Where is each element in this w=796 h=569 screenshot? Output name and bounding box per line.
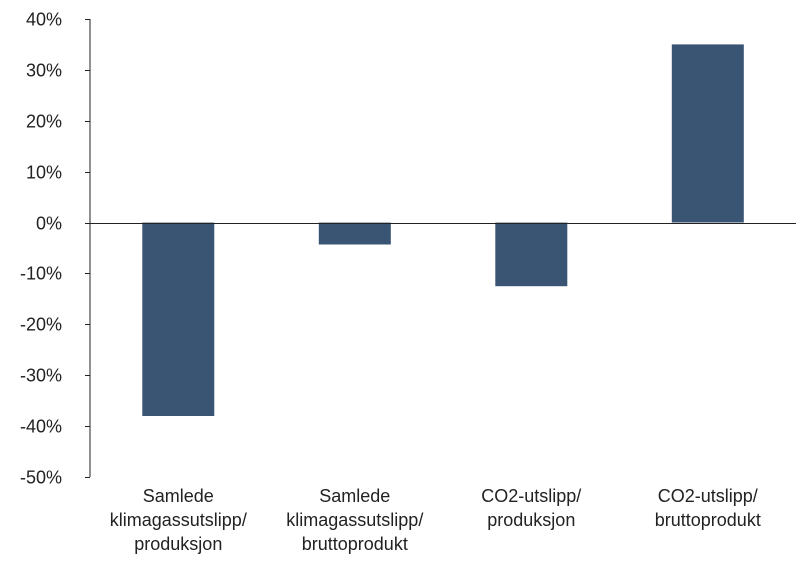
y-tick-label: -40% (20, 417, 62, 437)
bar (318, 222, 391, 245)
y-axis: 40% 30% 20% 10% 0% -10% -20% -30% -40% -50% (20, 10, 91, 488)
bar (671, 44, 744, 223)
category-label: Samlede (319, 486, 390, 506)
bar (142, 222, 215, 416)
category-label: bruttoprodukt (655, 510, 761, 530)
y-tick-label: 20% (26, 112, 62, 132)
category-label: klimagassutslipp/ (110, 510, 247, 530)
category-labels: Samlede klimagassutslipp/produksjon Samled… (110, 486, 761, 554)
y-tick-label: -50% (20, 468, 62, 488)
category-label: bruttoprodukt (302, 534, 408, 554)
category-label: Samlede (143, 486, 214, 506)
y-tick-label: -30% (20, 366, 62, 386)
bars (142, 44, 744, 416)
y-tick-label: 30% (26, 61, 62, 81)
category-label: CO2-utslipp/ (658, 486, 758, 506)
category-label: produksjon (134, 534, 222, 554)
category-label: klimagassutslipp/ (286, 510, 423, 530)
y-tick-label: -10% (20, 264, 62, 284)
y-tick-label: 40% (26, 10, 62, 30)
category-label: produksjon (487, 510, 575, 530)
bar (495, 222, 568, 287)
y-tick-label: 0% (36, 214, 62, 234)
category-label: CO2-utslipp/ (481, 486, 581, 506)
y-tick-label: -20% (20, 315, 62, 335)
y-tick-label: 10% (26, 163, 62, 183)
